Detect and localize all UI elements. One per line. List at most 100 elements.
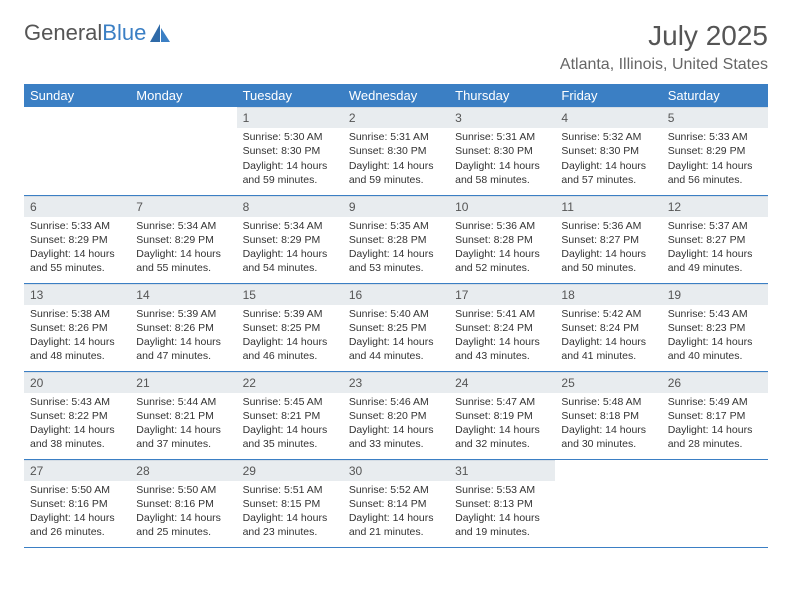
calendar-cell: 8Sunrise: 5:34 AMSunset: 8:29 PMDaylight… xyxy=(237,195,343,283)
calendar-cell: 21Sunrise: 5:44 AMSunset: 8:21 PMDayligh… xyxy=(130,371,236,459)
day-number: 11 xyxy=(555,196,661,217)
day-number: 2 xyxy=(343,107,449,128)
day-number: 12 xyxy=(662,196,768,217)
logo-text-general: General xyxy=(24,20,102,46)
month-year: July 2025 xyxy=(560,20,768,52)
day-body: Sunrise: 5:36 AMSunset: 8:27 PMDaylight:… xyxy=(555,217,661,280)
day-number: 21 xyxy=(130,372,236,393)
calendar-cell: .. xyxy=(24,107,130,195)
day-number: 29 xyxy=(237,460,343,481)
day-number: 16 xyxy=(343,284,449,305)
calendar-cell: 26Sunrise: 5:49 AMSunset: 8:17 PMDayligh… xyxy=(662,371,768,459)
calendar-cell: 5Sunrise: 5:33 AMSunset: 8:29 PMDaylight… xyxy=(662,107,768,195)
day-header: Tuesday xyxy=(237,84,343,107)
day-header: Friday xyxy=(555,84,661,107)
calendar-table: SundayMondayTuesdayWednesdayThursdayFrid… xyxy=(24,84,768,548)
header: GeneralBlue July 2025 Atlanta, Illinois,… xyxy=(24,20,768,74)
day-number: 9 xyxy=(343,196,449,217)
calendar-cell: 13Sunrise: 5:38 AMSunset: 8:26 PMDayligh… xyxy=(24,283,130,371)
day-body: Sunrise: 5:39 AMSunset: 8:26 PMDaylight:… xyxy=(130,305,236,368)
calendar-cell: 14Sunrise: 5:39 AMSunset: 8:26 PMDayligh… xyxy=(130,283,236,371)
day-body: Sunrise: 5:31 AMSunset: 8:30 PMDaylight:… xyxy=(449,128,555,191)
calendar-cell: 27Sunrise: 5:50 AMSunset: 8:16 PMDayligh… xyxy=(24,459,130,547)
day-body: Sunrise: 5:30 AMSunset: 8:30 PMDaylight:… xyxy=(237,128,343,191)
day-body: Sunrise: 5:47 AMSunset: 8:19 PMDaylight:… xyxy=(449,393,555,456)
calendar-cell: 10Sunrise: 5:36 AMSunset: 8:28 PMDayligh… xyxy=(449,195,555,283)
calendar-cell: 22Sunrise: 5:45 AMSunset: 8:21 PMDayligh… xyxy=(237,371,343,459)
day-body: Sunrise: 5:34 AMSunset: 8:29 PMDaylight:… xyxy=(130,217,236,280)
day-body: Sunrise: 5:40 AMSunset: 8:25 PMDaylight:… xyxy=(343,305,449,368)
logo: GeneralBlue xyxy=(24,20,172,46)
day-number: 27 xyxy=(24,460,130,481)
day-body: Sunrise: 5:33 AMSunset: 8:29 PMDaylight:… xyxy=(24,217,130,280)
logo-sail-icon xyxy=(150,24,172,42)
title-block: July 2025 Atlanta, Illinois, United Stat… xyxy=(560,20,768,74)
day-header: Monday xyxy=(130,84,236,107)
day-number: 5 xyxy=(662,107,768,128)
calendar-cell: 23Sunrise: 5:46 AMSunset: 8:20 PMDayligh… xyxy=(343,371,449,459)
calendar-cell: 4Sunrise: 5:32 AMSunset: 8:30 PMDaylight… xyxy=(555,107,661,195)
calendar-cell: 24Sunrise: 5:47 AMSunset: 8:19 PMDayligh… xyxy=(449,371,555,459)
day-number: 1 xyxy=(237,107,343,128)
calendar-cell: 2Sunrise: 5:31 AMSunset: 8:30 PMDaylight… xyxy=(343,107,449,195)
calendar-cell: 1Sunrise: 5:30 AMSunset: 8:30 PMDaylight… xyxy=(237,107,343,195)
day-body: Sunrise: 5:43 AMSunset: 8:22 PMDaylight:… xyxy=(24,393,130,456)
day-number: 17 xyxy=(449,284,555,305)
calendar-cell: 25Sunrise: 5:48 AMSunset: 8:18 PMDayligh… xyxy=(555,371,661,459)
calendar-cell: .. xyxy=(662,459,768,547)
day-header: Sunday xyxy=(24,84,130,107)
day-number: 22 xyxy=(237,372,343,393)
day-number: 24 xyxy=(449,372,555,393)
calendar-cell: 15Sunrise: 5:39 AMSunset: 8:25 PMDayligh… xyxy=(237,283,343,371)
day-number: 19 xyxy=(662,284,768,305)
calendar-body: ....1Sunrise: 5:30 AMSunset: 8:30 PMDayl… xyxy=(24,107,768,547)
day-number: 6 xyxy=(24,196,130,217)
calendar-cell: 11Sunrise: 5:36 AMSunset: 8:27 PMDayligh… xyxy=(555,195,661,283)
calendar-cell: .. xyxy=(555,459,661,547)
day-body: Sunrise: 5:34 AMSunset: 8:29 PMDaylight:… xyxy=(237,217,343,280)
day-body: Sunrise: 5:42 AMSunset: 8:24 PMDaylight:… xyxy=(555,305,661,368)
day-body: Sunrise: 5:36 AMSunset: 8:28 PMDaylight:… xyxy=(449,217,555,280)
day-body: Sunrise: 5:51 AMSunset: 8:15 PMDaylight:… xyxy=(237,481,343,544)
calendar-cell: 20Sunrise: 5:43 AMSunset: 8:22 PMDayligh… xyxy=(24,371,130,459)
day-body: Sunrise: 5:50 AMSunset: 8:16 PMDaylight:… xyxy=(24,481,130,544)
day-body: Sunrise: 5:39 AMSunset: 8:25 PMDaylight:… xyxy=(237,305,343,368)
day-body: Sunrise: 5:46 AMSunset: 8:20 PMDaylight:… xyxy=(343,393,449,456)
day-header-row: SundayMondayTuesdayWednesdayThursdayFrid… xyxy=(24,84,768,107)
calendar-cell: 16Sunrise: 5:40 AMSunset: 8:25 PMDayligh… xyxy=(343,283,449,371)
calendar-row: 6Sunrise: 5:33 AMSunset: 8:29 PMDaylight… xyxy=(24,195,768,283)
day-body: Sunrise: 5:49 AMSunset: 8:17 PMDaylight:… xyxy=(662,393,768,456)
day-body: Sunrise: 5:38 AMSunset: 8:26 PMDaylight:… xyxy=(24,305,130,368)
day-header: Wednesday xyxy=(343,84,449,107)
calendar-cell: 28Sunrise: 5:50 AMSunset: 8:16 PMDayligh… xyxy=(130,459,236,547)
day-number: 3 xyxy=(449,107,555,128)
day-number: 4 xyxy=(555,107,661,128)
calendar-cell: 19Sunrise: 5:43 AMSunset: 8:23 PMDayligh… xyxy=(662,283,768,371)
day-number: 13 xyxy=(24,284,130,305)
day-number: 23 xyxy=(343,372,449,393)
day-number: 10 xyxy=(449,196,555,217)
day-number: 20 xyxy=(24,372,130,393)
day-header: Thursday xyxy=(449,84,555,107)
calendar-row: 20Sunrise: 5:43 AMSunset: 8:22 PMDayligh… xyxy=(24,371,768,459)
calendar-cell: 6Sunrise: 5:33 AMSunset: 8:29 PMDaylight… xyxy=(24,195,130,283)
day-number: 31 xyxy=(449,460,555,481)
calendar-cell: .. xyxy=(130,107,236,195)
day-body: Sunrise: 5:33 AMSunset: 8:29 PMDaylight:… xyxy=(662,128,768,191)
calendar-row: 13Sunrise: 5:38 AMSunset: 8:26 PMDayligh… xyxy=(24,283,768,371)
day-body: Sunrise: 5:52 AMSunset: 8:14 PMDaylight:… xyxy=(343,481,449,544)
day-number: 18 xyxy=(555,284,661,305)
day-body: Sunrise: 5:37 AMSunset: 8:27 PMDaylight:… xyxy=(662,217,768,280)
day-body: Sunrise: 5:43 AMSunset: 8:23 PMDaylight:… xyxy=(662,305,768,368)
day-body: Sunrise: 5:53 AMSunset: 8:13 PMDaylight:… xyxy=(449,481,555,544)
calendar-cell: 31Sunrise: 5:53 AMSunset: 8:13 PMDayligh… xyxy=(449,459,555,547)
calendar-cell: 17Sunrise: 5:41 AMSunset: 8:24 PMDayligh… xyxy=(449,283,555,371)
day-body: Sunrise: 5:48 AMSunset: 8:18 PMDaylight:… xyxy=(555,393,661,456)
day-number: 8 xyxy=(237,196,343,217)
calendar-cell: 3Sunrise: 5:31 AMSunset: 8:30 PMDaylight… xyxy=(449,107,555,195)
day-number: 30 xyxy=(343,460,449,481)
logo-text-blue: Blue xyxy=(102,20,146,46)
day-body: Sunrise: 5:41 AMSunset: 8:24 PMDaylight:… xyxy=(449,305,555,368)
day-number: 25 xyxy=(555,372,661,393)
day-number: 7 xyxy=(130,196,236,217)
